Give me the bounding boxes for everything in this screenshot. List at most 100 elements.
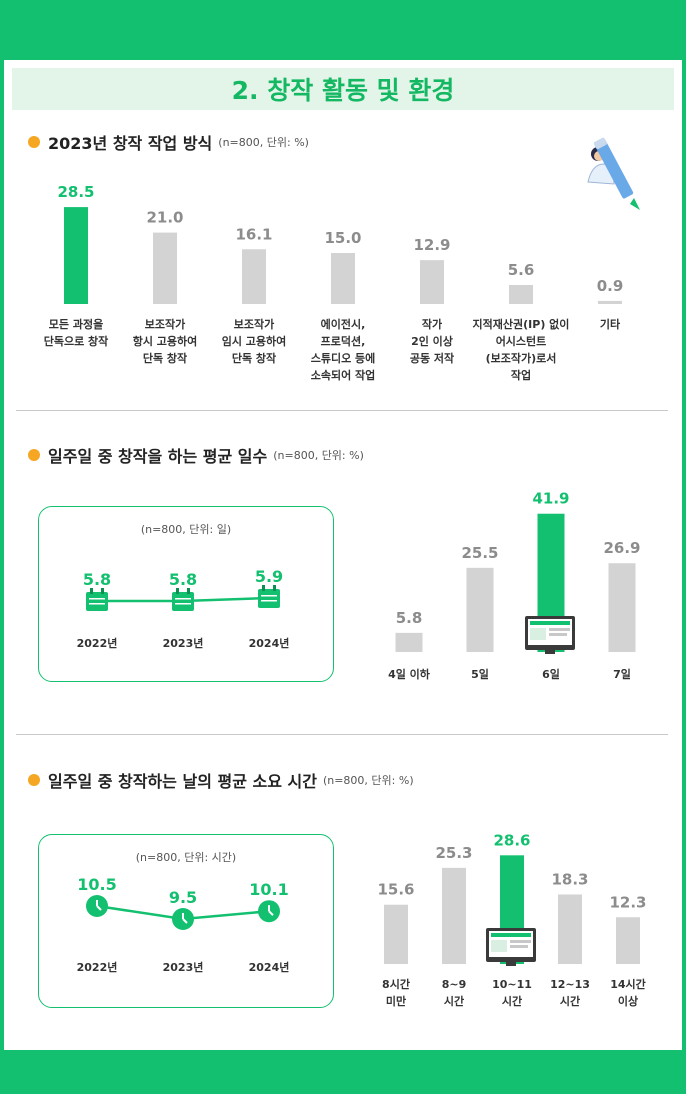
- bar-value-label: 12.9: [413, 236, 450, 254]
- monitor-screen-header: [530, 621, 570, 625]
- category-label: 시간: [502, 994, 522, 1008]
- category-label: 미만: [386, 994, 406, 1008]
- calendar-icon: [86, 592, 108, 611]
- trend-value-label: 5.8: [169, 570, 197, 589]
- artist-pencil-illustration: [587, 137, 640, 210]
- bar: [420, 260, 444, 304]
- bar-value-label: 25.5: [461, 544, 498, 562]
- category-label: 이상: [618, 994, 638, 1008]
- trend-value-label: 5.8: [83, 570, 111, 589]
- calendar-icon: [172, 592, 194, 611]
- bar: [466, 567, 494, 652]
- calendar-line: [175, 598, 191, 600]
- category-label: 지적재산권(IP) 없이: [473, 317, 570, 331]
- category-label: 10~11: [492, 978, 532, 991]
- bar-value-label: 28.5: [57, 183, 94, 201]
- bar-value-label: 0.9: [597, 277, 624, 295]
- category-label: 7일: [613, 667, 631, 681]
- trend-year-label: 2022년: [77, 960, 118, 974]
- category-label: (보조작가)로서: [486, 351, 557, 365]
- clock-hand: [96, 905, 102, 911]
- bar: [331, 253, 355, 304]
- trend-year-label: 2024년: [249, 960, 290, 974]
- category-label: 2인 이상: [411, 334, 453, 348]
- category-label: 모든 과정을: [49, 317, 103, 331]
- calendar-line: [261, 595, 277, 597]
- category-label: 단독으로 창작: [44, 334, 109, 348]
- monitor-screen-block: [491, 940, 507, 952]
- calendar-ring: [101, 588, 104, 594]
- bullet-dot: [28, 774, 40, 786]
- bar-value-label: 16.1: [235, 225, 272, 243]
- calendar-icon: [258, 589, 280, 608]
- chart-days-trend: (n=800, 단위: 일) 5.8 2022년 5.8 2023년 5.9 2024년: [77, 522, 290, 650]
- calendar-line: [261, 600, 277, 602]
- category-label: 8시간: [382, 977, 410, 991]
- bar-value-label: 15.6: [377, 881, 414, 899]
- bar-value-label: 26.9: [603, 539, 640, 557]
- calendar-ring: [187, 588, 190, 594]
- bar: [616, 917, 640, 964]
- trend-year-label: 2023년: [163, 960, 204, 974]
- illustration-pencil-cap: [593, 137, 607, 150]
- trend-box-days: (n=800, 단위: 일) 5.8 2022년 5.8 2023년 5.9 2024년: [38, 506, 334, 682]
- monitor-screen-line: [510, 945, 528, 948]
- bar-value-label: 5.6: [508, 261, 535, 279]
- category-label: 소속되어 작업: [311, 368, 376, 382]
- category-label: 에이전시,: [321, 317, 366, 331]
- category-label: 단독 창작: [143, 351, 187, 365]
- bullet-dot: [28, 449, 40, 461]
- category-label: 12~13: [550, 978, 590, 991]
- category-label: 보조작가: [145, 317, 185, 331]
- illustration-pencil-tip: [630, 198, 640, 210]
- trend-year-label: 2022년: [77, 636, 118, 650]
- category-label: 어시스턴트: [496, 334, 547, 348]
- monitor-stand: [545, 650, 555, 654]
- category-label: 14시간: [610, 977, 646, 991]
- category-label: 단독 창작: [232, 351, 276, 365]
- bar: [442, 867, 466, 964]
- section-title-weekly-days: 일주일 중 창작을 하는 평균 일수 (n=800, 단위: %): [28, 443, 364, 467]
- illustration-pencil: [594, 139, 634, 199]
- trend-value-label: 10.1: [249, 880, 288, 899]
- bar: [395, 632, 423, 652]
- trend-note: (n=800, 단위: 시간): [136, 851, 236, 864]
- monitor-screen-block: [530, 628, 546, 640]
- bar-value-label: 12.3: [609, 893, 646, 911]
- category-label: 작업: [511, 368, 531, 382]
- monitor-screen-line: [549, 633, 567, 636]
- trend-value-label: 5.9: [255, 567, 283, 586]
- bar: [384, 904, 408, 964]
- chart-hours-trend: (n=800, 단위: 시간) 10.5 2022년 9.5 2023년 10.1 2024…: [77, 851, 290, 974]
- clock-hand: [268, 910, 274, 916]
- section-heading: 2023년 창작 작업 방식: [48, 134, 213, 153]
- category-label: 시간: [560, 994, 580, 1008]
- clock-hand: [182, 918, 188, 924]
- bar: [598, 300, 622, 304]
- bullet-dot: [28, 136, 40, 148]
- trend-value-label: 10.5: [77, 875, 116, 894]
- monitor-stand: [506, 962, 516, 966]
- bar: [509, 284, 533, 304]
- category-label: 5일: [471, 667, 489, 681]
- category-label: 임시 고용하여: [222, 334, 287, 348]
- chart-days-distribution: 5.8 4일 이하 25.5 5일 41.9 6일 26.9 7일: [388, 490, 640, 681]
- category-label: 항시 고용하여: [133, 334, 198, 348]
- section-note: (n=800, 단위: %): [322, 774, 414, 787]
- category-label: 기타: [600, 317, 621, 331]
- calendar-ring: [262, 585, 265, 591]
- section-heading: 일주일 중 창작하는 날의 평균 소요 시간: [48, 772, 317, 791]
- calendar-ring: [176, 588, 179, 594]
- category-label: 보조작가: [234, 317, 274, 331]
- section-title-work-method: 2023년 창작 작업 방식 (n=800, 단위: %): [28, 130, 309, 154]
- calendar-line: [89, 598, 105, 600]
- calendar-line: [175, 603, 191, 605]
- trend-note: (n=800, 단위: 일): [141, 522, 231, 536]
- bar: [608, 563, 636, 652]
- calendar-ring: [90, 588, 93, 594]
- bar-value-label: 5.8: [396, 609, 423, 627]
- divider: [16, 410, 668, 411]
- category-label: 스튜디오 등에: [311, 351, 376, 365]
- category-label: 작가: [422, 317, 442, 331]
